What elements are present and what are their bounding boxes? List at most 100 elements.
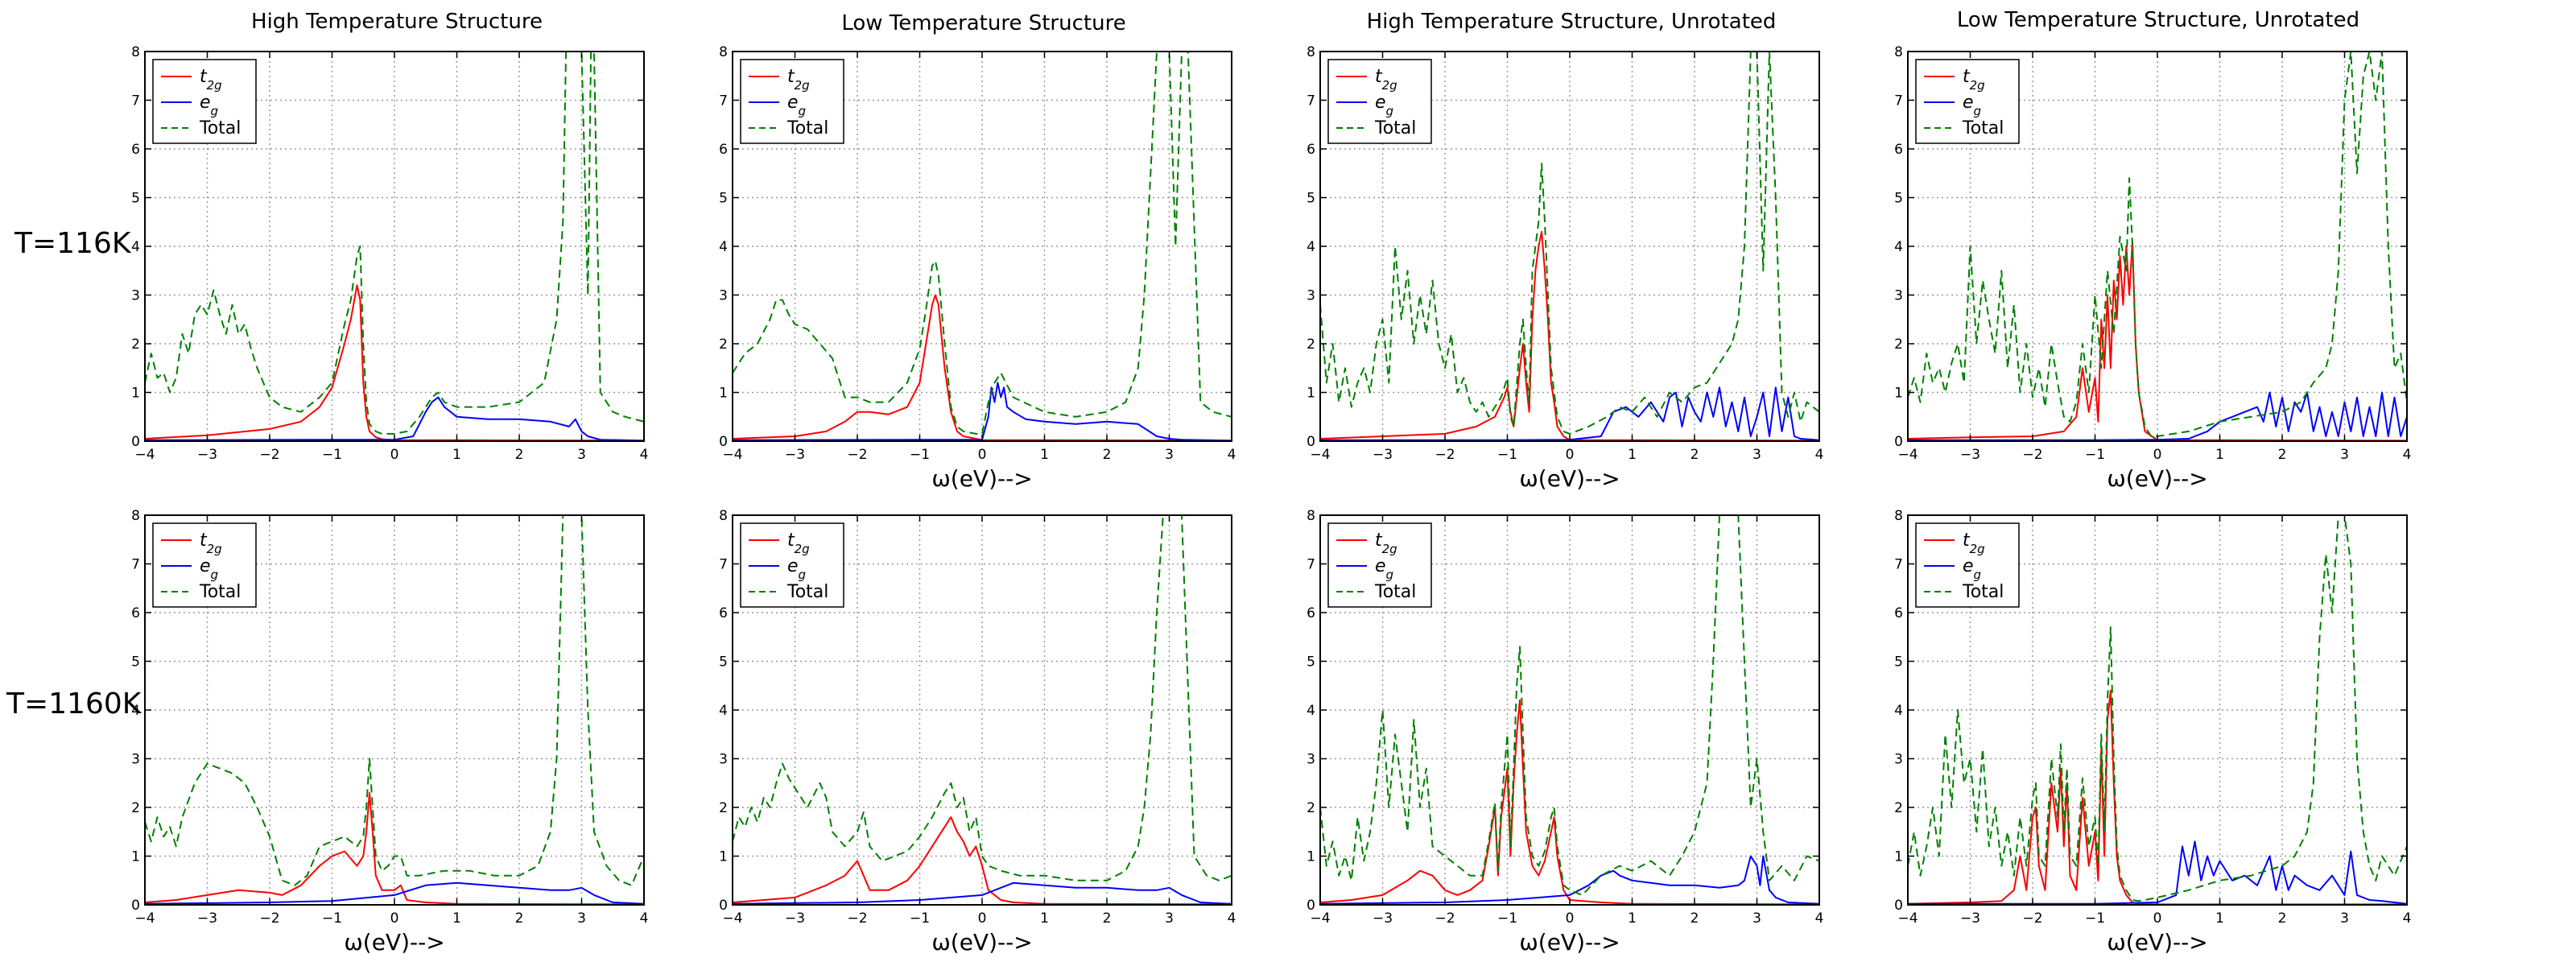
y-tick-label: 4: [719, 239, 728, 255]
x-tick-label: 2: [2278, 910, 2287, 927]
x-tick-label: −1: [1497, 910, 1517, 927]
x-tick-label: −3: [1373, 447, 1393, 463]
y-tick-label: 3: [131, 288, 140, 304]
x-tick-label: −3: [1960, 910, 1980, 927]
x-tick-label: −1: [2085, 447, 2105, 463]
x-tick-label: 2: [515, 910, 524, 927]
x-tick-label: −4: [134, 447, 155, 463]
y-tick-label: 2: [1894, 800, 1903, 816]
x-tick-label: 3: [1752, 910, 1761, 927]
x-tick-label: −3: [1960, 447, 1980, 463]
series-line-t2g: [733, 294, 1232, 441]
x-tick-label: −4: [722, 910, 742, 927]
y-tick-label: 8: [1307, 44, 1315, 60]
y-tick-label: 4: [1307, 239, 1315, 255]
x-tick-label: 3: [1165, 447, 1174, 463]
x-tick-label: 4: [1228, 910, 1236, 927]
x-tick-label: 2: [1690, 447, 1699, 463]
y-tick-label: 1: [131, 849, 140, 865]
legend-label: eg: [1963, 556, 1981, 582]
x-axis-label: ω(eV)-->: [2107, 465, 2207, 492]
x-tick-label: 0: [1566, 447, 1575, 463]
y-tick-label: 4: [1894, 703, 1903, 719]
y-tick-label: 0: [1894, 898, 1903, 914]
legend-label: t2g: [200, 67, 222, 93]
row-label-1160k: T=1160K: [6, 687, 142, 720]
series-line-total: [733, 515, 1232, 881]
x-tick-label: 3: [577, 910, 586, 927]
y-tick-label: 4: [1894, 239, 1903, 255]
x-tick-label: −1: [910, 910, 930, 927]
y-tick-label: 7: [131, 93, 140, 109]
y-tick-label: 4: [131, 703, 140, 719]
x-tick-label: 4: [1228, 447, 1236, 463]
y-tick-label: 0: [131, 434, 140, 450]
series-line-eg: [1320, 855, 1819, 905]
x-tick-label: −2: [259, 447, 279, 463]
legend-label: eg: [1963, 93, 1981, 118]
x-tick-label: −2: [259, 910, 279, 927]
x-tick-label: −2: [2022, 447, 2042, 463]
y-tick-label: 8: [1307, 508, 1315, 524]
x-tick-label: 2: [1103, 447, 1112, 463]
y-tick-label: 2: [719, 800, 728, 816]
y-tick-label: 7: [1307, 93, 1315, 109]
legend-label: Total: [199, 582, 241, 602]
x-tick-label: 3: [1165, 910, 1174, 927]
x-tick-label: 0: [978, 910, 987, 927]
y-tick-label: 5: [131, 191, 140, 207]
legend-label: eg: [787, 556, 806, 582]
series-line-t2g: [1908, 689, 2407, 905]
x-tick-label: 0: [390, 910, 399, 927]
x-tick-label: 0: [2153, 447, 2162, 463]
y-tick-label: 8: [131, 508, 140, 524]
legend-label: Total: [1374, 582, 1416, 602]
x-tick-label: −4: [134, 910, 155, 927]
x-axis-label: ω(eV)-->: [931, 929, 1032, 956]
x-axis-label: ω(eV)-->: [931, 465, 1032, 492]
x-tick-label: 2: [515, 447, 524, 463]
x-tick-label: −1: [1497, 447, 1517, 463]
series-line-eg: [1908, 840, 2407, 905]
y-tick-label: 1: [1307, 386, 1315, 402]
y-tick-label: 2: [1894, 336, 1903, 353]
y-tick-label: 1: [1894, 386, 1903, 402]
y-tick-label: 5: [1307, 191, 1315, 207]
x-tick-label: −1: [910, 447, 930, 463]
row-label-116k: T=116K: [14, 227, 131, 260]
x-axis-label: ω(eV)-->: [2107, 929, 2207, 956]
legend-label: t2g: [787, 67, 810, 93]
legend-label: t2g: [200, 530, 222, 556]
x-tick-label: 0: [978, 447, 987, 463]
x-tick-label: −2: [1435, 447, 1455, 463]
y-tick-label: 0: [1307, 434, 1315, 450]
x-tick-label: −3: [197, 910, 217, 927]
series-group: [1320, 515, 1819, 905]
y-tick-label: 2: [131, 800, 140, 816]
y-tick-label: 3: [719, 752, 728, 768]
y-tick-label: 7: [1894, 93, 1903, 109]
y-tick-label: 8: [719, 508, 728, 524]
x-tick-label: 1: [1040, 910, 1049, 927]
y-tick-label: 6: [719, 605, 728, 621]
x-tick-label: −4: [1310, 910, 1330, 927]
x-axis-label: ω(eV)-->: [1519, 465, 1620, 492]
x-tick-label: −3: [1373, 910, 1393, 927]
legend-label: eg: [1375, 93, 1393, 118]
x-tick-label: 0: [2153, 910, 2162, 927]
y-tick-label: 6: [1894, 142, 1903, 158]
y-tick-label: 7: [1894, 557, 1903, 573]
y-tick-label: 8: [1894, 508, 1903, 524]
series-group: [733, 515, 1232, 905]
x-tick-label: 1: [2215, 910, 2224, 927]
y-tick-label: 8: [719, 44, 728, 60]
x-tick-label: −1: [322, 910, 342, 927]
x-tick-label: 4: [640, 447, 649, 463]
x-tick-label: 3: [2340, 447, 2349, 463]
x-tick-label: 2: [1103, 910, 1112, 927]
y-tick-label: 2: [719, 336, 728, 353]
